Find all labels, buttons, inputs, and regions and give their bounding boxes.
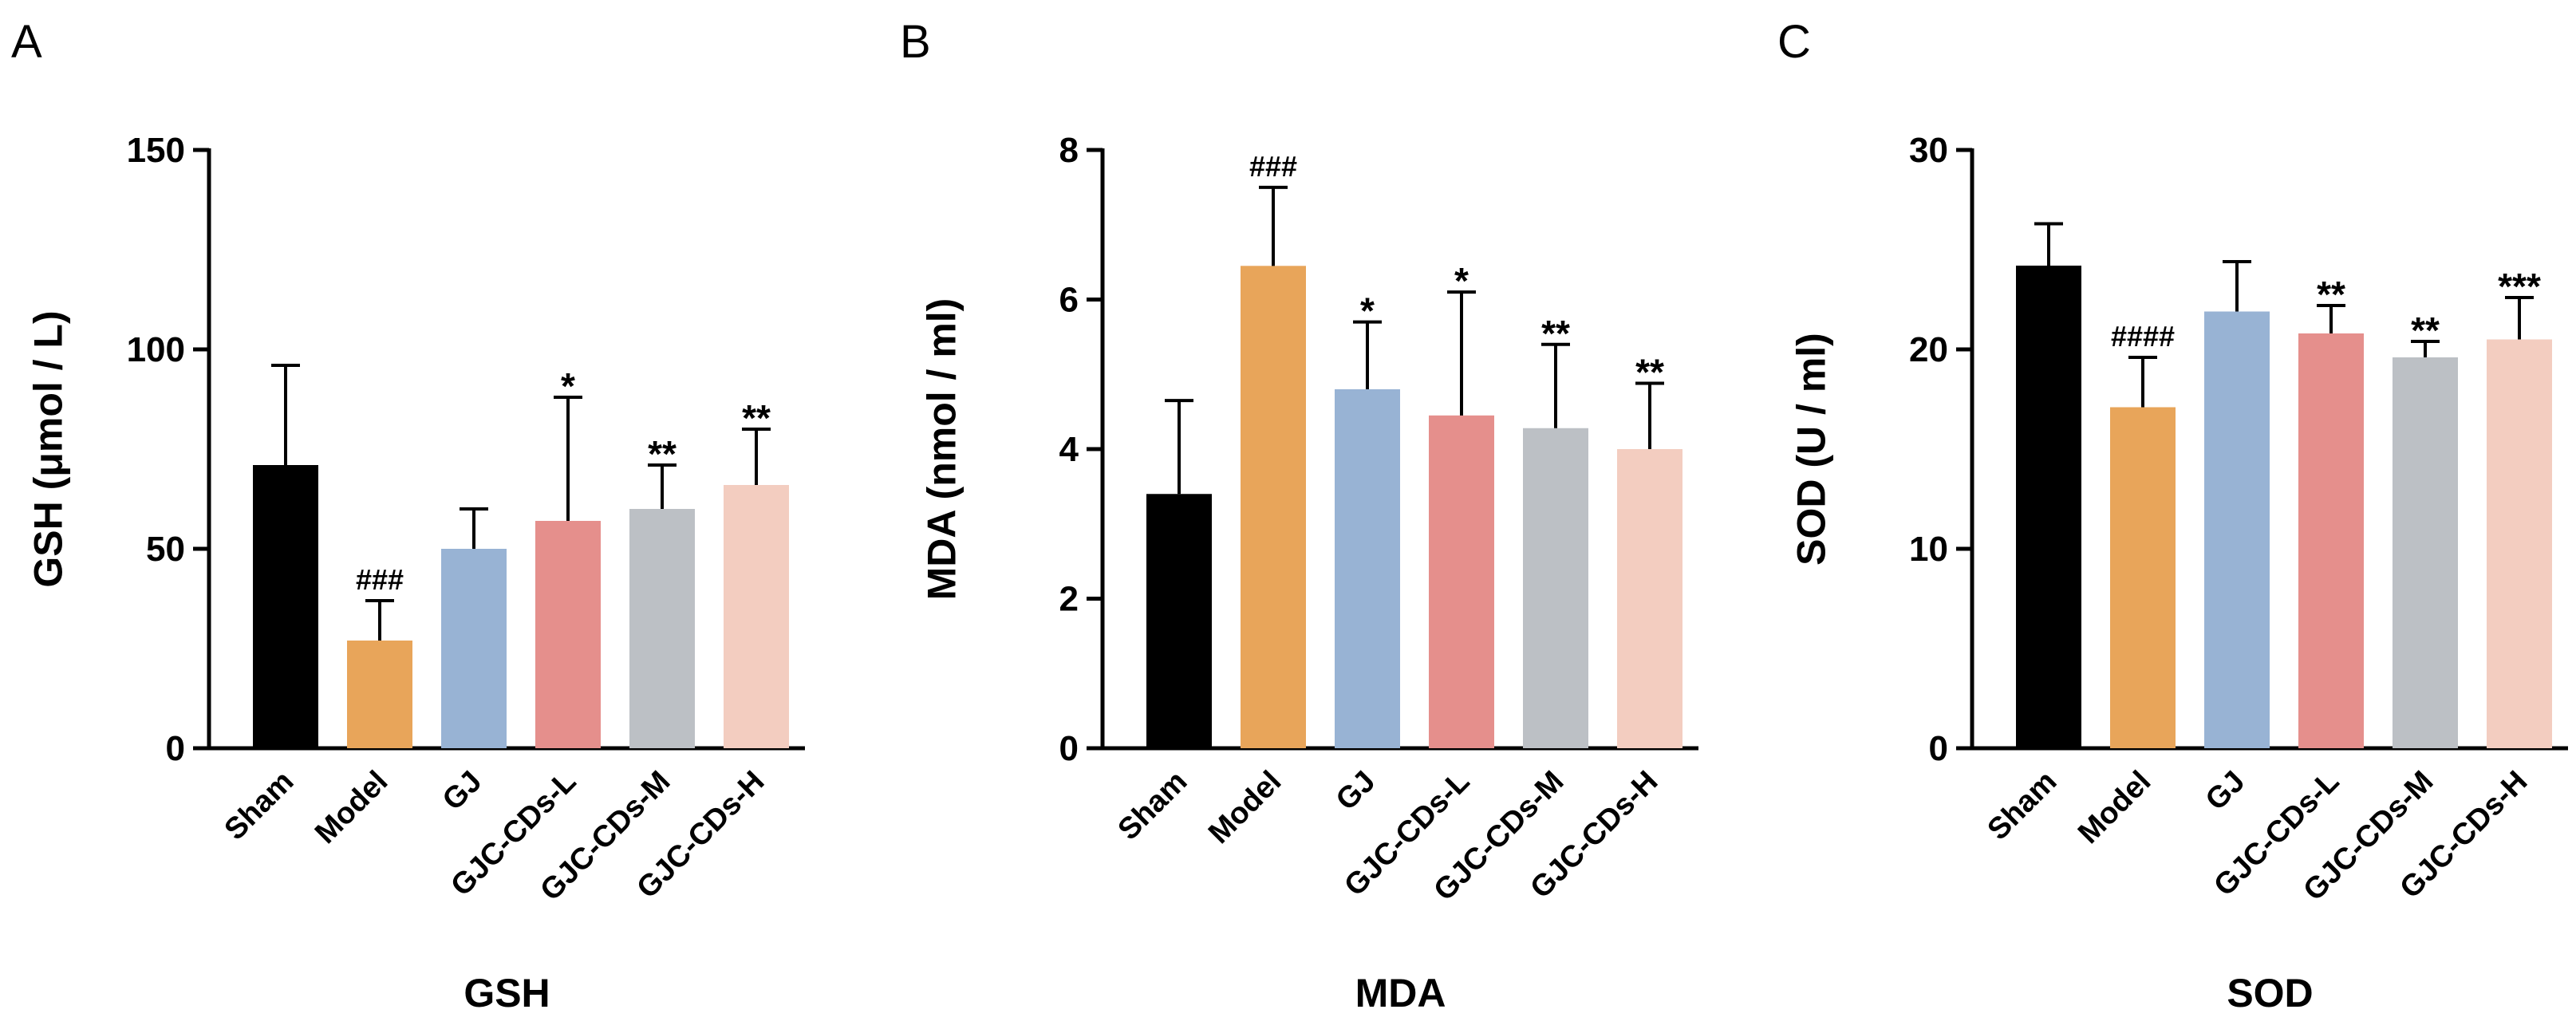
x-tick-label: GJ [436, 765, 489, 818]
significance-label: * [1360, 290, 1375, 332]
significance-label: ** [742, 397, 771, 439]
bar [1241, 266, 1306, 748]
y-tick-label: 2 [1059, 580, 1079, 619]
y-tick-label: 30 [1909, 131, 1948, 170]
bar [535, 521, 601, 748]
y-axis-label: MDA (nmol / ml) [920, 298, 965, 601]
x-tick-label: Sham [1111, 765, 1193, 847]
bar [1146, 494, 1212, 748]
bar [441, 549, 507, 748]
bar [253, 465, 318, 748]
y-tick-label: 100 [127, 330, 185, 369]
panel-label: C [1777, 16, 1811, 68]
panel-label: B [900, 16, 931, 68]
bar [2110, 407, 2176, 748]
bar [1429, 415, 1494, 748]
y-tick-label: 0 [1059, 729, 1079, 768]
x-tick-label: Model [309, 765, 394, 850]
significance-label: ** [2317, 274, 2345, 315]
x-axis-label: SOD [2227, 971, 2313, 1015]
significance-label: ** [1635, 352, 1664, 393]
significance-label: ** [2411, 310, 2440, 351]
x-tick-label: Model [2072, 765, 2157, 850]
y-tick-label: 20 [1909, 330, 1948, 369]
bar [1617, 449, 1682, 748]
significance-label: * [1454, 260, 1469, 302]
significance-label: ### [1249, 150, 1297, 183]
significance-label: #### [2111, 320, 2175, 353]
bar [1523, 428, 1588, 748]
x-tick-label: GJ [1330, 765, 1383, 818]
bar [724, 485, 789, 748]
y-axis-label: GSH (μmol / L) [26, 310, 71, 587]
significance-label: ** [1541, 313, 1570, 354]
bar [629, 509, 695, 748]
y-tick-label: 150 [127, 131, 185, 170]
panel-label: A [11, 16, 42, 68]
y-tick-label: 4 [1059, 430, 1079, 469]
bar [2016, 266, 2081, 748]
x-tick-label: Model [1202, 765, 1288, 850]
panel-a: A 0 50 100 150 GSH (μmol / L) Sham ### Model GJ * G… [11, 16, 805, 1015]
bar [2393, 357, 2458, 748]
bar [2204, 311, 2270, 748]
x-tick-label: Sham [218, 765, 300, 847]
y-tick-label: 50 [146, 530, 185, 569]
x-tick-label: Sham [1981, 765, 2063, 847]
bar [1335, 389, 1400, 748]
bar [2487, 339, 2552, 748]
significance-label: *** [2498, 266, 2541, 307]
y-tick-label: 10 [1909, 530, 1948, 569]
y-tick-label: 0 [1929, 729, 1948, 768]
y-axis-label: SOD (U / ml) [1789, 333, 1834, 566]
y-tick-label: 6 [1059, 281, 1079, 320]
significance-label: ** [648, 433, 677, 475]
x-axis-label: MDA [1355, 971, 1446, 1015]
bar [2298, 333, 2364, 748]
x-tick-label: GJ [2199, 765, 2252, 818]
x-axis-label: GSH [464, 971, 550, 1015]
significance-label: * [561, 365, 575, 407]
significance-label: ### [356, 563, 404, 596]
bar [347, 641, 412, 748]
y-tick-label: 8 [1059, 131, 1079, 170]
y-tick-label: 0 [166, 729, 185, 768]
